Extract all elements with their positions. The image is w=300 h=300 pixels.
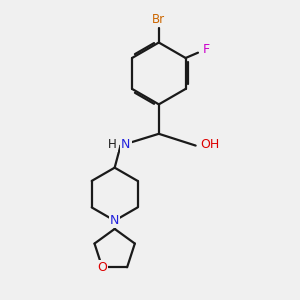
Text: Br: Br (152, 13, 165, 26)
Text: F: F (203, 43, 210, 56)
Text: N: N (110, 214, 119, 227)
Text: N: N (121, 138, 130, 151)
Text: H: H (108, 138, 117, 151)
Text: O: O (97, 261, 107, 274)
Text: OH: OH (201, 138, 220, 151)
